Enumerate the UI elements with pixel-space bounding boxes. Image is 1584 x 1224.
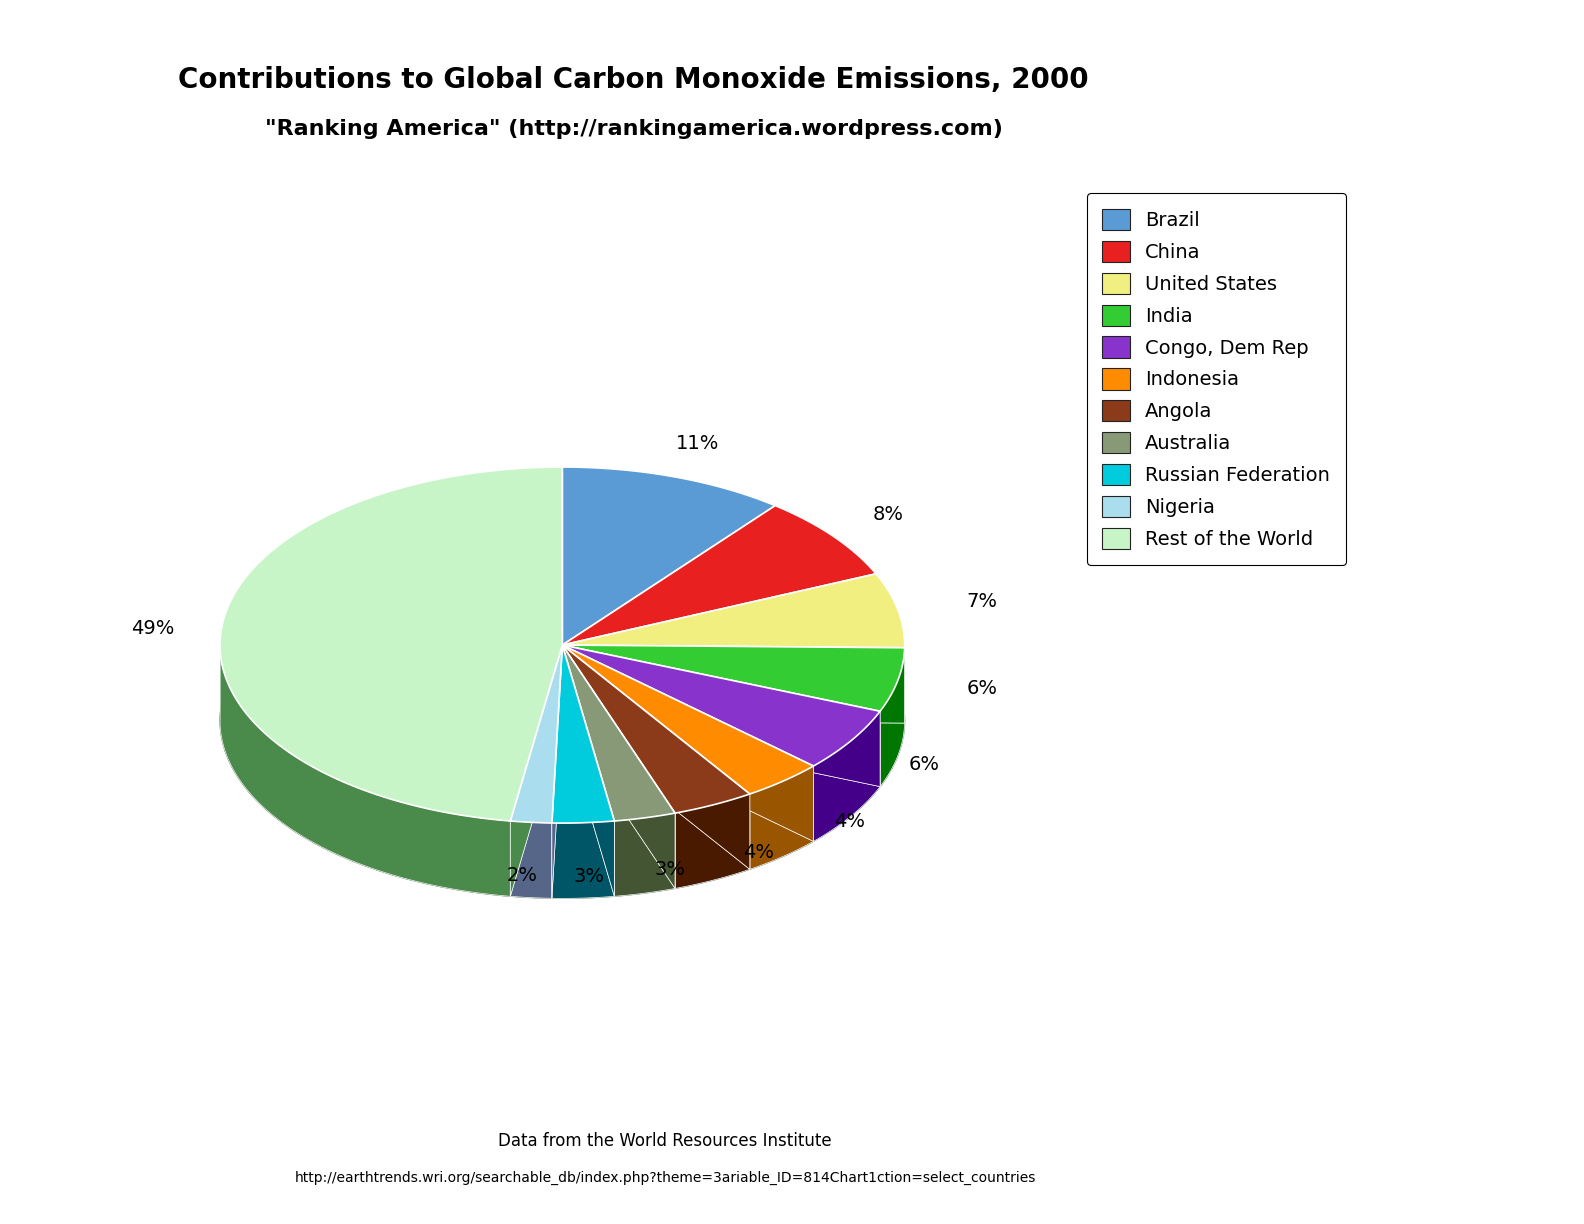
Polygon shape	[551, 645, 562, 898]
Text: 3%: 3%	[654, 860, 686, 879]
Polygon shape	[562, 645, 675, 889]
Polygon shape	[551, 821, 615, 898]
Polygon shape	[562, 574, 904, 647]
Text: 11%: 11%	[676, 433, 719, 453]
Text: 4%: 4%	[743, 843, 775, 862]
Text: 4%: 4%	[835, 813, 865, 831]
Polygon shape	[562, 645, 904, 723]
Polygon shape	[551, 645, 615, 823]
Text: Data from the World Resources Institute: Data from the World Resources Institute	[499, 1132, 832, 1149]
Polygon shape	[551, 645, 562, 898]
Text: 2%: 2%	[507, 867, 537, 885]
Polygon shape	[510, 645, 562, 896]
Polygon shape	[562, 645, 881, 787]
Polygon shape	[562, 645, 904, 711]
Text: 7%: 7%	[966, 591, 998, 611]
Legend: Brazil, China, United States, India, Congo, Dem Rep, Indonesia, Angola, Australi: Brazil, China, United States, India, Con…	[1087, 193, 1345, 564]
Text: http://earthtrends.wri.org/searchable_db/index.php?theme=3ariable_ID=814Chart1ct: http://earthtrends.wri.org/searchable_db…	[295, 1170, 1036, 1185]
Text: "Ranking America" (http://rankingamerica.wordpress.com): "Ranking America" (http://rankingamerica…	[265, 119, 1003, 138]
Polygon shape	[562, 645, 814, 794]
Polygon shape	[562, 645, 749, 813]
Polygon shape	[562, 645, 814, 841]
Ellipse shape	[220, 542, 904, 898]
Polygon shape	[562, 645, 814, 841]
Polygon shape	[510, 645, 562, 823]
Text: Contributions to Global Carbon Monoxide Emissions, 2000: Contributions to Global Carbon Monoxide …	[179, 66, 1088, 93]
Polygon shape	[510, 645, 562, 896]
Polygon shape	[881, 647, 904, 787]
Polygon shape	[562, 645, 749, 869]
Text: 6%: 6%	[966, 679, 998, 699]
Polygon shape	[675, 794, 749, 889]
Polygon shape	[562, 468, 775, 645]
Text: 49%: 49%	[131, 619, 174, 638]
Polygon shape	[562, 645, 675, 889]
Polygon shape	[615, 813, 675, 896]
Polygon shape	[562, 645, 675, 821]
Polygon shape	[562, 506, 876, 645]
Polygon shape	[510, 821, 551, 898]
Polygon shape	[562, 645, 881, 787]
Polygon shape	[562, 645, 615, 896]
Polygon shape	[562, 645, 749, 869]
Polygon shape	[220, 468, 562, 821]
Text: 3%: 3%	[573, 867, 605, 885]
Polygon shape	[562, 645, 881, 766]
Polygon shape	[749, 766, 814, 869]
Text: 6%: 6%	[908, 754, 939, 774]
Polygon shape	[562, 645, 904, 723]
Polygon shape	[562, 645, 615, 896]
Text: 8%: 8%	[873, 506, 903, 524]
Polygon shape	[814, 711, 881, 841]
Polygon shape	[220, 650, 510, 896]
